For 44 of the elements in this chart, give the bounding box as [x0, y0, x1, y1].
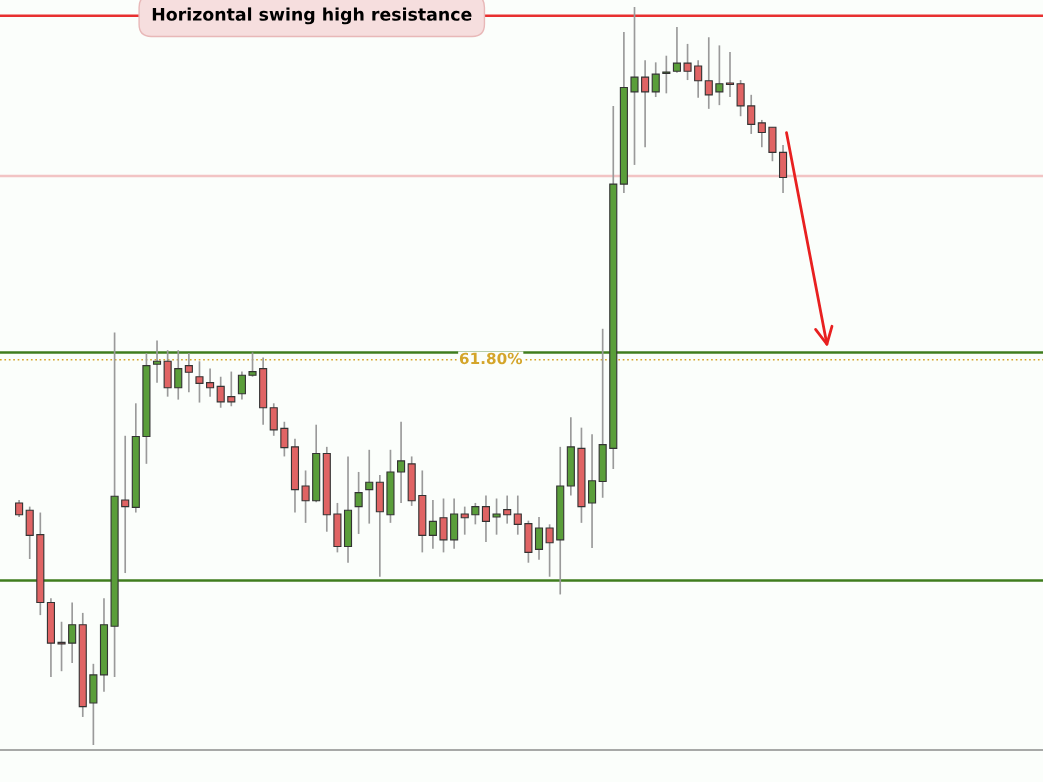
candlestick [428, 499, 437, 550]
candlestick [301, 469, 310, 524]
candlestick [641, 59, 650, 149]
candlestick [683, 43, 692, 81]
candlestick [588, 433, 597, 549]
candlestick [513, 494, 522, 536]
candlestick [68, 601, 77, 664]
candlestick [747, 93, 756, 135]
candlestick [216, 375, 225, 409]
candlestick [280, 420, 289, 458]
candlestick [715, 44, 724, 106]
candlestick [152, 339, 162, 384]
candlestick [725, 51, 735, 98]
candlestick [439, 497, 448, 554]
candlestick [651, 61, 660, 98]
candlestick [545, 523, 554, 578]
candlestick [471, 502, 480, 526]
candlestick [195, 360, 204, 404]
candlestick [481, 494, 491, 543]
candlestick [121, 434, 130, 574]
candlestick [184, 352, 193, 394]
candlestick [57, 620, 66, 673]
candlestick [365, 448, 374, 525]
candlestick [704, 36, 713, 110]
candlestick [662, 54, 671, 95]
candlestick [630, 6, 639, 166]
candlestick [492, 497, 501, 536]
candlestick [227, 370, 236, 408]
candlestick [736, 79, 745, 118]
candlestick [503, 494, 512, 525]
candlestick [354, 471, 363, 535]
annotation: 61.80% [459, 352, 523, 365]
candlestick [757, 119, 766, 149]
candlestick [248, 351, 257, 378]
candlestick [237, 370, 246, 401]
candlestick [206, 367, 215, 398]
candlestick [269, 402, 278, 437]
candlestick [534, 516, 544, 561]
annotation: Horizontal swing high resistance [152, 7, 472, 25]
candlestick [174, 349, 183, 401]
candlestick [672, 26, 681, 74]
candlestick [694, 59, 703, 99]
candlestick [460, 505, 469, 536]
candlestick [397, 420, 406, 504]
